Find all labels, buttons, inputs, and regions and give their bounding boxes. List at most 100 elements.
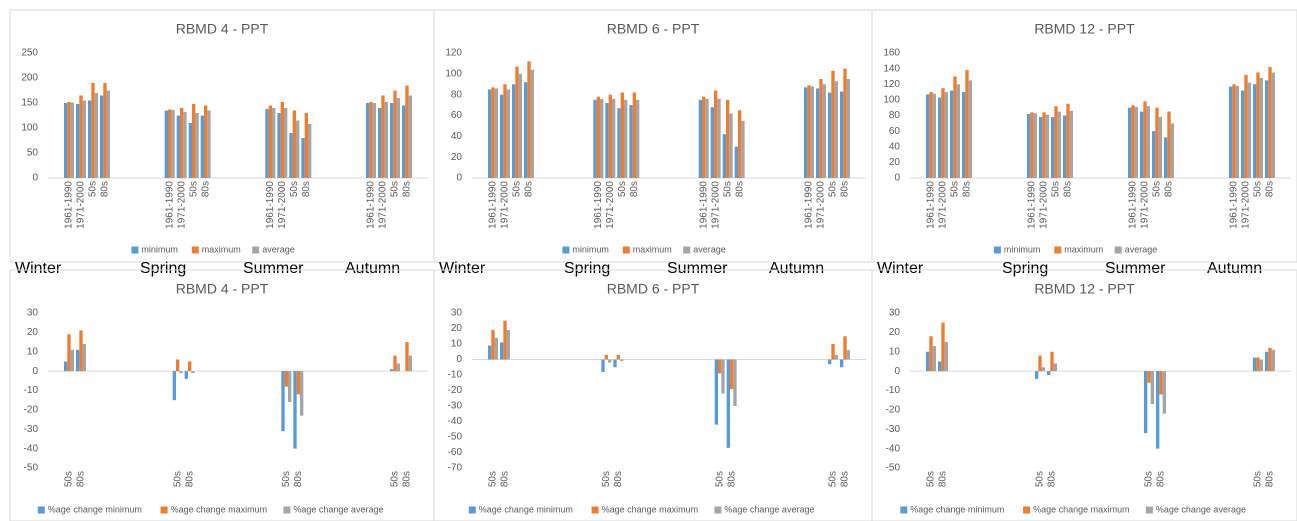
bar [831, 70, 835, 178]
bar [67, 334, 71, 372]
x-tick-label: 80s [402, 471, 413, 487]
bar [956, 84, 960, 178]
bar [1232, 84, 1236, 178]
bar [171, 110, 175, 178]
x-tick-label: 1971-2000 [1140, 181, 1151, 229]
bar [372, 103, 376, 178]
legend-label: maximum [1064, 244, 1103, 254]
y-tick-label: -40 [448, 416, 463, 427]
bar [733, 359, 737, 406]
bar [843, 336, 847, 360]
bar [926, 351, 930, 372]
bar [301, 138, 305, 178]
legend-swatch [591, 506, 599, 514]
x-tick-label: 1961-1990 [926, 181, 937, 229]
y-tick-label: -20 [448, 385, 463, 396]
bar [714, 90, 718, 178]
bar [500, 342, 504, 360]
bar [1235, 85, 1239, 178]
y-tick-label: -30 [448, 401, 463, 412]
season-label: Summer [1105, 260, 1166, 277]
bar [702, 96, 706, 178]
x-tick-label: 80s [734, 181, 745, 197]
bar [828, 92, 832, 178]
bar [277, 113, 281, 178]
x-tick-label: 50s [926, 471, 937, 487]
bar [408, 95, 412, 178]
bar [184, 371, 188, 379]
bar [64, 361, 68, 372]
bar [1158, 117, 1162, 178]
chart-title: RBMD 12 - PPT [1034, 281, 1135, 297]
legend-swatch [1145, 506, 1153, 514]
legend-label: minimum [572, 244, 609, 254]
bar [527, 61, 531, 179]
bar [738, 110, 742, 178]
x-tick-label: 50s [617, 181, 628, 197]
bar [804, 87, 808, 178]
x-tick-label: 50s [722, 181, 733, 197]
bar [620, 92, 624, 178]
bar [390, 103, 394, 178]
legend-label: maximum [202, 244, 241, 254]
x-tick-label: 50s [88, 181, 99, 197]
legend-swatch [468, 506, 476, 514]
bar [612, 98, 616, 178]
bar [953, 76, 957, 178]
bar [1253, 84, 1257, 178]
bar [807, 85, 811, 178]
bar [710, 107, 714, 178]
legend-swatch [37, 506, 45, 514]
y-tick-label: 200 [21, 73, 38, 84]
bar [1247, 82, 1251, 178]
legend-label: %age change maximum [602, 504, 699, 514]
bar [82, 100, 86, 178]
bar [1030, 112, 1034, 178]
bar [281, 371, 285, 432]
y-tick-label: 120 [445, 48, 462, 59]
x-tick-label: 50s [64, 471, 75, 487]
panel [871, 269, 1297, 521]
bar [1265, 80, 1269, 178]
y-tick-label: 0 [456, 173, 462, 184]
bar [968, 80, 972, 178]
x-tick-label: 50s [488, 471, 499, 487]
bar [944, 342, 948, 372]
bar [1156, 371, 1160, 449]
bar [280, 102, 284, 178]
bar [926, 94, 930, 178]
legend-swatch [1023, 506, 1031, 514]
bar [843, 68, 847, 178]
x-tick-label: 80s [184, 471, 195, 487]
bar [1170, 123, 1174, 178]
bar [721, 359, 725, 394]
y-tick-label: 0 [32, 366, 38, 377]
x-tick-label: 80s [962, 181, 973, 197]
x-tick-label: 1961-1990 [488, 181, 499, 229]
season-label: Spring [140, 260, 186, 277]
bar [605, 103, 609, 178]
bar [64, 103, 68, 178]
bar [515, 66, 519, 178]
x-tick-label: 50s [601, 471, 612, 487]
y-tick-label: 30 [889, 308, 901, 319]
bar [393, 355, 397, 372]
y-tick-label: 10 [451, 339, 463, 350]
x-tick-label: 50s [1144, 471, 1155, 487]
bar [1033, 113, 1037, 178]
bar [1229, 86, 1233, 178]
bar [1039, 117, 1043, 178]
bar [191, 371, 195, 374]
bar [929, 92, 933, 178]
bar [1146, 106, 1150, 178]
x-tick-label: 80s [1047, 471, 1058, 487]
bar [741, 120, 745, 178]
y-tick-label: 0 [894, 173, 900, 184]
season-label: Autumn [1207, 260, 1262, 277]
bar [183, 112, 187, 178]
bar [164, 110, 168, 178]
panel [871, 9, 1297, 263]
bar [67, 102, 71, 178]
bar [601, 359, 605, 372]
bar [179, 371, 183, 374]
